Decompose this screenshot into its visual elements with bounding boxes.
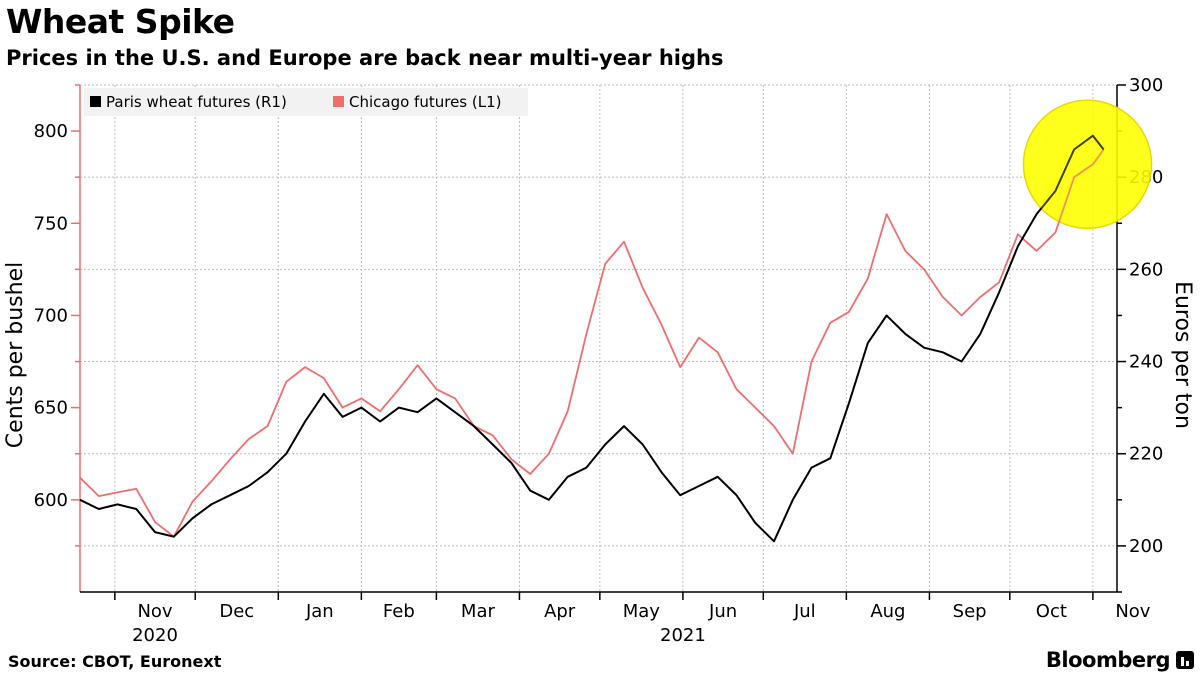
month-tick-label: Apr: [544, 601, 576, 622]
year-label: 2021: [660, 625, 706, 646]
month-tick-label: Sep: [953, 601, 987, 622]
highlight: [1022, 99, 1153, 230]
axes: 600650700750800200220240260280300NovDecJ…: [34, 75, 1164, 646]
month-tick-label: Feb: [383, 601, 415, 622]
legend-label-paris: Paris wheat futures (R1): [106, 93, 287, 111]
month-tick-label: Jun: [708, 601, 737, 622]
year-label: 2020: [132, 625, 178, 646]
right-axis-title: Euros per ton: [1170, 281, 1195, 429]
highlight-tint: [1023, 100, 1152, 229]
bloomberg-logo: Bloomberg: [1045, 648, 1171, 672]
highlight-overlay: [1023, 100, 1152, 229]
legend-swatch-paris: [90, 96, 101, 107]
series-line-chicago: [79, 148, 1105, 538]
chart-title: Wheat Spike: [6, 2, 235, 41]
month-tick-label: May: [623, 601, 661, 622]
month-tick-label: Dec: [219, 601, 254, 622]
right-tick-label: 200: [1129, 536, 1163, 557]
month-tick-label: Jul: [793, 601, 816, 622]
month-tick-label: Mar: [461, 601, 496, 622]
month-tick-label: Oct: [1036, 601, 1067, 622]
left-tick-label: 600: [34, 490, 68, 511]
legend-label-chicago: Chicago futures (L1): [349, 93, 501, 111]
gridlines: [80, 84, 1117, 592]
month-tick-label: Nov: [137, 601, 172, 622]
right-tick-label: 300: [1129, 75, 1163, 96]
legend-background: [84, 88, 528, 116]
source-note: Source: CBOT, Euronext: [8, 652, 222, 671]
chart-subtitle: Prices in the U.S. and Europe are back n…: [6, 46, 724, 70]
month-tick-label: Jan: [305, 601, 334, 622]
left-tick-label: 800: [34, 121, 68, 142]
right-tick-label: 260: [1129, 259, 1163, 280]
left-tick-label: 750: [34, 213, 68, 234]
legend-swatch-chicago: [333, 96, 344, 107]
right-tick-label: 220: [1129, 444, 1163, 465]
left-tick-label: 700: [34, 305, 68, 326]
month-tick-label: Nov: [1115, 601, 1150, 622]
bloomberg-badge-icon: [1176, 651, 1194, 669]
legend: Paris wheat futures (R1) Chicago futures…: [84, 88, 528, 116]
left-axis-title: Cents per bushel: [3, 262, 28, 448]
series-line-paris: [79, 134, 1105, 543]
month-tick-label: Aug: [870, 601, 905, 622]
highlight-circle: [1022, 99, 1153, 230]
right-tick-label: 240: [1129, 352, 1163, 373]
series-lines: [79, 134, 1105, 543]
left-tick-label: 650: [34, 398, 68, 419]
